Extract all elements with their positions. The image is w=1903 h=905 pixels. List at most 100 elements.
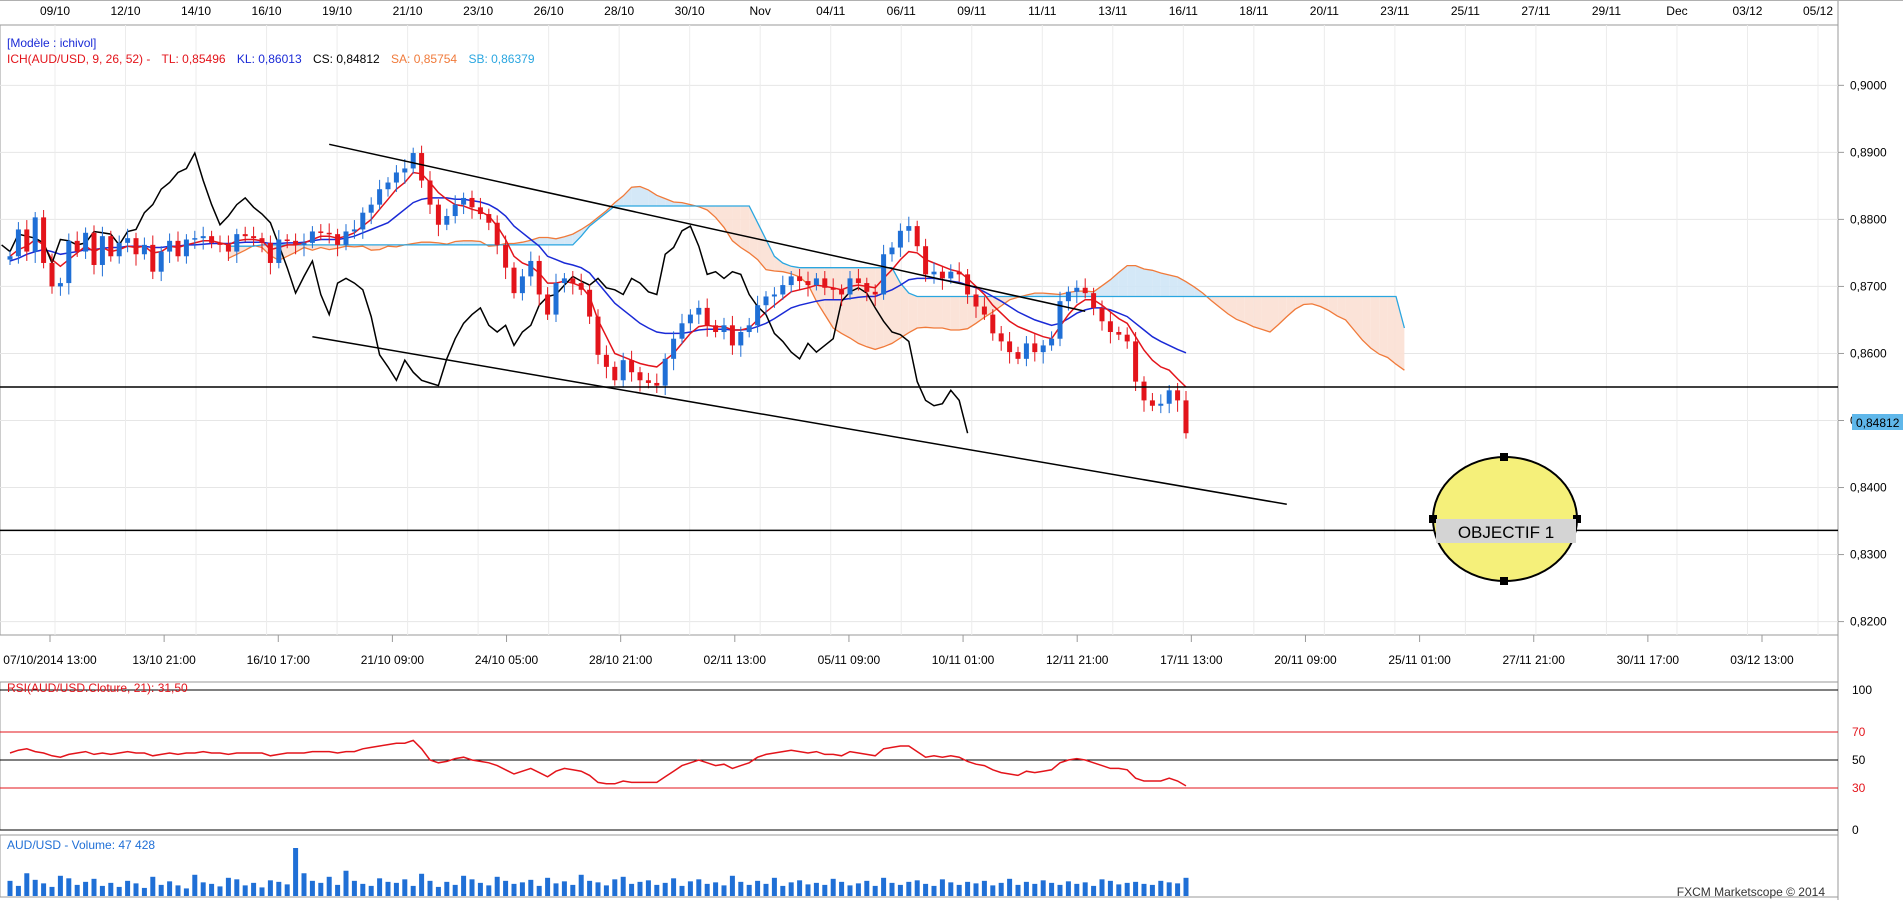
- ellipse-handle-bottom[interactable]: [1500, 577, 1508, 585]
- volume-bar: [578, 874, 584, 896]
- candle: [738, 326, 744, 357]
- candle: [377, 179, 383, 211]
- volume-bar: [200, 882, 206, 896]
- candle: [780, 275, 786, 300]
- candle: [889, 242, 895, 262]
- candle: [469, 190, 475, 219]
- volume-bar: [83, 881, 89, 896]
- candle: [1057, 291, 1063, 347]
- time-label: 16/10 17:00: [247, 653, 311, 667]
- cloud-segment: [1001, 296, 1010, 306]
- candle: [1099, 300, 1105, 331]
- volume-bar: [360, 883, 366, 896]
- volume-bar: [645, 880, 651, 896]
- time-label: 30/11 17:00: [1617, 653, 1680, 667]
- candle: [939, 266, 945, 290]
- candle-body: [83, 232, 89, 252]
- cloud-segment: [1152, 270, 1161, 297]
- volume-bar: [1049, 882, 1055, 896]
- volume-bar: [427, 880, 433, 896]
- candle: [419, 145, 425, 188]
- cloud-segment: [614, 195, 624, 206]
- candle: [1032, 334, 1038, 362]
- candle: [66, 233, 72, 295]
- ellipse-handle-top[interactable]: [1500, 453, 1508, 461]
- volume-bar: [183, 888, 189, 896]
- top-date-label: 13/11: [1098, 4, 1127, 18]
- volume-bar: [587, 880, 593, 896]
- candle-body: [755, 305, 761, 326]
- time-label: 24/10 05:00: [475, 653, 539, 667]
- candle-body: [1040, 345, 1046, 353]
- ellipse-handle-right[interactable]: [1573, 515, 1581, 523]
- candle: [167, 233, 173, 263]
- price-tick-label: 0,8600: [1850, 346, 1887, 360]
- volume-bar: [637, 881, 643, 896]
- volume-bar: [704, 883, 710, 896]
- candle: [57, 277, 63, 296]
- candle: [805, 271, 811, 297]
- candle: [822, 271, 828, 296]
- candle-body: [1124, 334, 1130, 342]
- volume-bar: [1057, 884, 1063, 896]
- candle: [1183, 391, 1189, 439]
- volume-bar: [494, 876, 500, 896]
- cloud-segment: [1135, 265, 1144, 297]
- candle-body: [503, 244, 509, 268]
- cloud-segment: [371, 244, 380, 251]
- cloud-segment: [1295, 296, 1304, 310]
- candle-body: [402, 168, 408, 173]
- candle: [74, 231, 80, 257]
- cloud-segment: [1102, 279, 1111, 297]
- candle: [645, 372, 651, 389]
- candle-body: [998, 333, 1004, 342]
- candle-body: [108, 236, 114, 257]
- candle-body: [167, 240, 173, 252]
- candle-body: [1107, 321, 1113, 333]
- candle: [284, 234, 290, 249]
- lower-channel-line[interactable]: [312, 335, 1287, 506]
- candle-body: [41, 217, 47, 263]
- candle-body: [133, 238, 139, 255]
- rsi-panel-frame: [0, 681, 1839, 831]
- top-date-label: 09/11: [957, 4, 986, 18]
- cloud-segment: [799, 267, 808, 285]
- upper-channel-line[interactable]: [329, 143, 1086, 312]
- candle: [360, 207, 366, 239]
- volume-bar: [116, 886, 122, 896]
- top-date-label: 12/10: [111, 4, 141, 18]
- volume-bar: [1124, 882, 1130, 896]
- rsi-line: [9, 739, 1187, 787]
- candle-body: [662, 358, 668, 386]
- candle: [1175, 382, 1181, 412]
- top-date-label: Dec: [1666, 4, 1687, 18]
- volume-bar: [1099, 879, 1105, 896]
- candle: [32, 212, 38, 263]
- cloud-segment: [648, 189, 657, 206]
- cloud-segment: [808, 267, 817, 302]
- volume-bar: [553, 883, 559, 896]
- candle-body: [713, 325, 719, 333]
- time-label: 07/10/2014 13:00: [3, 653, 97, 667]
- candle: [494, 215, 500, 255]
- candle-body: [66, 240, 72, 284]
- volume-bar: [469, 879, 475, 896]
- volume-bar: [536, 885, 542, 896]
- top-date-label: 23/11: [1380, 4, 1409, 18]
- candle-body: [1141, 381, 1147, 401]
- rsi-tick-label: 30: [1852, 781, 1866, 795]
- objective-annotation[interactable]: OBJECTIF 1: [1429, 453, 1581, 585]
- volume-bar: [872, 885, 878, 896]
- candle-body: [1065, 291, 1071, 302]
- candle-body: [158, 251, 164, 272]
- candle-body: [461, 197, 467, 205]
- cloud-segment: [959, 296, 968, 330]
- candle: [872, 284, 878, 306]
- candle: [7, 250, 13, 265]
- candle: [771, 287, 777, 308]
- volume-bar: [91, 878, 97, 896]
- candle-body: [528, 260, 534, 277]
- candle-body: [276, 239, 282, 263]
- candle: [797, 269, 803, 291]
- ellipse-handle-left[interactable]: [1429, 515, 1437, 523]
